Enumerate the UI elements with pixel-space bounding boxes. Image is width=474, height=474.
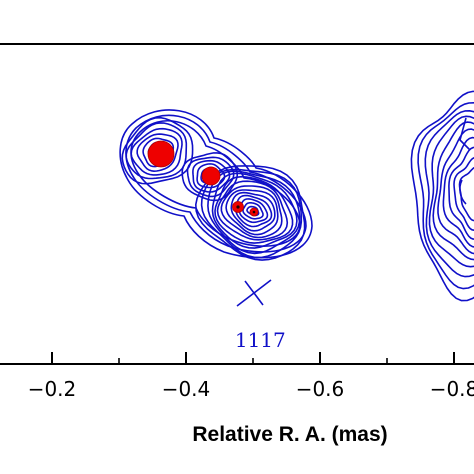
contour-line — [230, 191, 276, 232]
model-component-0 — [147, 140, 175, 168]
model-component-1 — [201, 166, 221, 186]
cross-stroke — [244, 280, 264, 306]
contour-line — [417, 102, 474, 290]
component-core-mark — [236, 205, 240, 209]
contour-line — [211, 172, 298, 249]
x-axis-ticks: −0.2 −0.4 −0.6 −0.8 — [28, 352, 474, 401]
contour-line — [424, 110, 474, 278]
contour-line — [242, 202, 264, 220]
contour-line — [428, 115, 474, 268]
contour-line — [136, 133, 179, 172]
contour-line — [437, 128, 474, 255]
x-axis-title: Relative R. A. (mas) — [192, 423, 387, 446]
component-core-mark — [252, 210, 256, 214]
plot-frame — [0, 43, 474, 365]
reference-cross-marker — [236, 279, 272, 307]
contour-line — [195, 165, 306, 261]
contour-line — [130, 120, 301, 247]
x-tick-label-2: −0.6 — [296, 377, 345, 401]
contour-line — [225, 189, 279, 236]
contour-line — [196, 163, 226, 189]
component-group — [147, 140, 259, 217]
contour-line — [192, 159, 231, 193]
contour-line — [216, 180, 289, 241]
contour-line — [410, 90, 474, 302]
x-tick-label-3: −0.8 — [430, 377, 474, 401]
epoch-label: 1117 — [235, 328, 286, 352]
contour-line — [459, 179, 467, 205]
contour-line — [459, 117, 471, 151]
contour-line — [125, 114, 307, 253]
contour-line — [458, 166, 474, 222]
contour-line — [119, 109, 313, 259]
contour-line — [130, 127, 183, 176]
contour-line — [220, 185, 283, 239]
contour-line — [214, 175, 294, 244]
contour-line — [432, 121, 474, 261]
x-tick-label-0: −0.2 — [28, 377, 77, 401]
contour-line — [442, 136, 474, 248]
contour-line — [448, 146, 474, 240]
contour-group-right — [410, 90, 474, 302]
contour-line — [453, 156, 474, 231]
x-tick-label-1: −0.4 — [162, 377, 211, 401]
contour-group-left — [119, 109, 313, 261]
